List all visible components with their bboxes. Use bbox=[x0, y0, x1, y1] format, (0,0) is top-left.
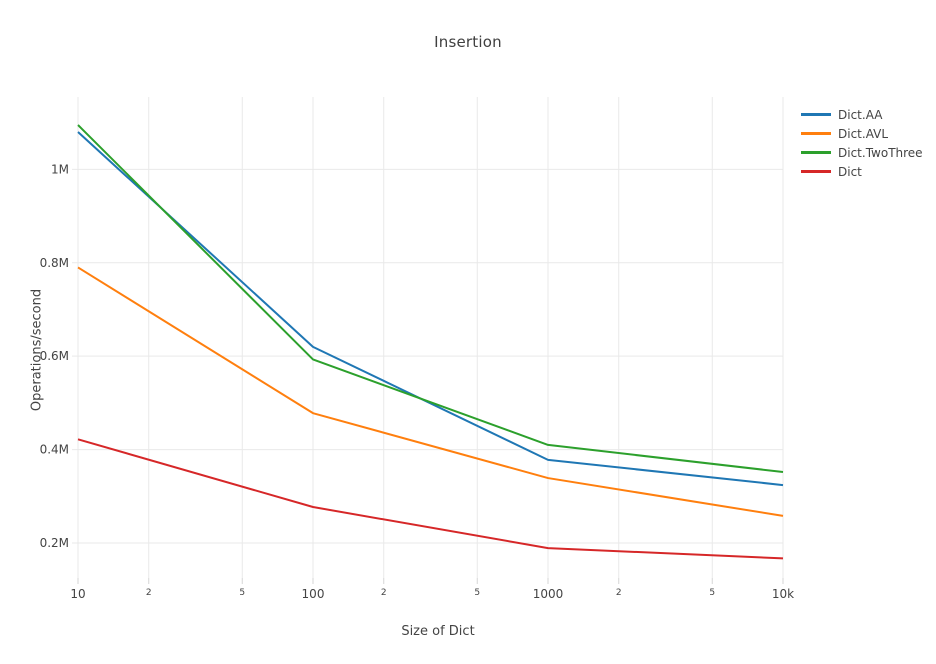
y-tick-label: 0.8M bbox=[40, 256, 69, 270]
x-tick-label: 10k bbox=[772, 587, 794, 601]
legend-swatch-dict-aa bbox=[801, 113, 831, 116]
x-minor-tick-label: 5 bbox=[239, 588, 245, 598]
legend-item-dict-twothree[interactable]: Dict.TwoThree bbox=[801, 143, 923, 162]
x-minor-tick-label: 2 bbox=[381, 588, 387, 598]
series-line-dict-avl bbox=[77, 266, 784, 517]
x-minor-tick-label: 2 bbox=[616, 588, 622, 598]
legend-label: Dict.AVL bbox=[838, 126, 889, 141]
x-minor-tick-label: 2 bbox=[146, 588, 152, 598]
legend-label: Dict bbox=[838, 164, 862, 179]
legend-label: Dict.TwoThree bbox=[838, 145, 923, 160]
x-tick-label: 1000 bbox=[533, 587, 564, 601]
x-minor-tick-label: 5 bbox=[709, 588, 715, 598]
y-tick-label: 0.4M bbox=[40, 443, 69, 457]
legend-item-dict-avl[interactable]: Dict.AVL bbox=[801, 124, 923, 143]
x-tick-label: 10 bbox=[70, 587, 85, 601]
chart-title: Insertion bbox=[434, 33, 502, 51]
y-tick-label: 1M bbox=[51, 162, 69, 176]
legend-swatch-dict bbox=[801, 170, 831, 173]
y-tick-label: 0.6M bbox=[40, 349, 69, 363]
x-axis-title: Size of Dict bbox=[401, 624, 475, 639]
series-line-dict-twothree bbox=[77, 124, 784, 473]
legend-swatch-dict-twothree bbox=[801, 151, 831, 154]
series-line-dict-aa bbox=[77, 131, 784, 487]
x-tick-label: 100 bbox=[302, 587, 325, 601]
legend-item-dict-aa[interactable]: Dict.AA bbox=[801, 105, 923, 124]
x-minor-tick-label: 5 bbox=[474, 588, 480, 598]
series-line-dict bbox=[77, 438, 784, 560]
y-tick-label: 0.2M bbox=[40, 536, 69, 550]
legend-item-dict[interactable]: Dict bbox=[801, 162, 923, 181]
legend: Dict.AA Dict.AVL Dict.TwoThree Dict bbox=[801, 105, 923, 181]
legend-label: Dict.AA bbox=[838, 107, 883, 122]
legend-swatch-dict-avl bbox=[801, 132, 831, 135]
